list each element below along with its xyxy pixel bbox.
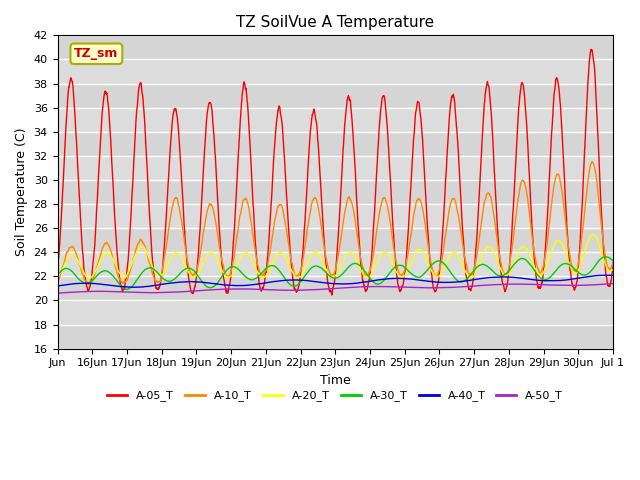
A-20_T: [602, 262, 609, 268]
A-20_T: [229, 271, 237, 276]
A-30_T: [609, 258, 617, 264]
A-10_T: [369, 255, 376, 261]
A-30_T: [601, 254, 609, 260]
Line: A-05_T: A-05_T: [58, 49, 613, 295]
A-40_T: [109, 283, 117, 288]
A-10_T: [84, 282, 92, 288]
Bar: [58, 276, 613, 300]
A-10_T: [602, 254, 609, 260]
Bar: [58, 180, 613, 204]
A-20_T: [54, 274, 61, 279]
A-40_T: [132, 284, 140, 290]
A-50_T: [54, 290, 61, 296]
A-20_T: [503, 273, 511, 278]
A-05_T: [588, 47, 595, 52]
A-30_T: [503, 270, 511, 276]
A-10_T: [54, 277, 61, 283]
Y-axis label: Soil Temperature (C): Soil Temperature (C): [15, 128, 28, 256]
Line: A-30_T: A-30_T: [58, 257, 613, 289]
X-axis label: Time: Time: [320, 374, 351, 387]
A-05_T: [534, 285, 542, 290]
Title: TZ SoilVue A Temperature: TZ SoilVue A Temperature: [236, 15, 435, 30]
Text: TZ_sm: TZ_sm: [74, 47, 118, 60]
A-40_T: [605, 272, 612, 278]
A-05_T: [328, 292, 335, 298]
Bar: [58, 324, 613, 348]
A-20_T: [589, 231, 596, 237]
A-10_T: [503, 272, 511, 278]
A-40_T: [369, 278, 376, 284]
A-10_T: [534, 266, 542, 272]
A-40_T: [602, 272, 609, 278]
Line: A-40_T: A-40_T: [58, 275, 613, 287]
A-05_T: [54, 262, 61, 268]
A-50_T: [534, 282, 541, 288]
A-05_T: [369, 235, 376, 241]
A-30_T: [54, 272, 61, 277]
A-20_T: [369, 269, 376, 275]
A-10_T: [588, 159, 596, 165]
A-10_T: [229, 260, 237, 265]
A-30_T: [534, 273, 542, 278]
A-50_T: [229, 286, 237, 292]
Line: A-50_T: A-50_T: [58, 284, 613, 293]
A-20_T: [609, 267, 617, 273]
A-40_T: [503, 274, 511, 280]
A-10_T: [109, 256, 117, 262]
A-20_T: [86, 276, 93, 281]
A-30_T: [122, 287, 130, 292]
A-05_T: [602, 267, 609, 273]
A-40_T: [534, 277, 542, 283]
A-20_T: [109, 257, 117, 263]
A-30_T: [229, 264, 237, 269]
A-05_T: [609, 262, 617, 268]
A-40_T: [54, 283, 61, 289]
Legend: A-05_T, A-10_T, A-20_T, A-30_T, A-40_T, A-50_T: A-05_T, A-10_T, A-20_T, A-30_T, A-40_T, …: [103, 386, 568, 406]
A-30_T: [602, 254, 609, 260]
Bar: [58, 36, 613, 60]
A-50_T: [502, 281, 510, 287]
Line: A-20_T: A-20_T: [58, 234, 613, 278]
A-20_T: [534, 271, 542, 276]
A-05_T: [229, 246, 237, 252]
A-40_T: [229, 283, 237, 288]
Bar: [58, 84, 613, 108]
Line: A-10_T: A-10_T: [58, 162, 613, 285]
A-05_T: [109, 180, 117, 186]
Bar: [58, 132, 613, 156]
A-50_T: [609, 281, 617, 287]
A-30_T: [369, 279, 376, 285]
Bar: [58, 228, 613, 252]
A-30_T: [109, 273, 117, 279]
A-50_T: [109, 288, 117, 294]
A-40_T: [609, 273, 617, 278]
A-10_T: [609, 259, 617, 265]
A-05_T: [503, 284, 511, 289]
A-50_T: [601, 281, 609, 287]
A-50_T: [369, 284, 376, 289]
